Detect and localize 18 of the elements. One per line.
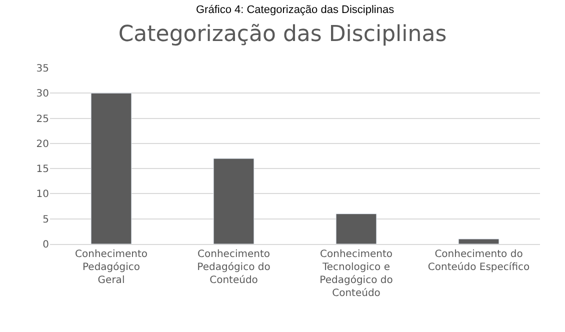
y-tick-label: 0 <box>42 240 49 250</box>
y-tick-label: 10 <box>36 189 49 200</box>
x-tick-label: Conhecimento Pedagógico do Conteúdo <box>197 249 270 286</box>
x-tick-label: Conhecimento Pedagógico Geral <box>75 249 148 286</box>
y-tick-label: 30 <box>36 88 49 100</box>
y-tick-label: 15 <box>36 164 49 176</box>
bar <box>90 92 132 244</box>
y-tick-label: 25 <box>36 114 49 125</box>
y-tick-label: 20 <box>36 138 49 150</box>
chart-title: Categorização das Disciplinas <box>118 22 447 47</box>
bar <box>336 214 377 244</box>
y-tick-label: 35 <box>36 64 49 74</box>
y-tick-label: 5 <box>42 214 49 226</box>
text: Gráfico 4: Categorização das Disciplinas <box>196 4 395 16</box>
x-tick-label: Conhecimento Tecnologico e Pedagógico do Conteúdo <box>320 249 393 299</box>
x-tick-label: Conhecimento do Conteúdo Específico <box>428 249 530 273</box>
bar <box>213 158 254 244</box>
bar <box>458 238 500 244</box>
